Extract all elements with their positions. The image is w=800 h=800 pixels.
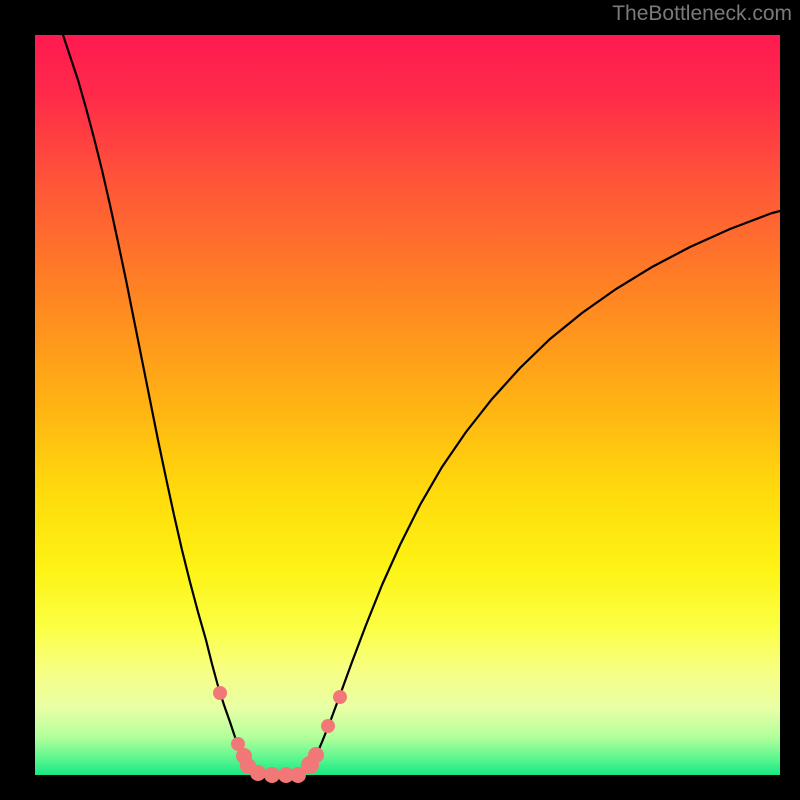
data-marker (333, 690, 347, 704)
plot-background (35, 35, 780, 775)
data-marker (321, 719, 335, 733)
chart-container: { "watermark": "TheBottleneck.com", "cha… (0, 0, 800, 800)
data-marker (213, 686, 227, 700)
bottleneck-chart (0, 0, 800, 800)
data-marker (231, 737, 245, 751)
data-marker (308, 747, 324, 763)
watermark-text: TheBottleneck.com (612, 2, 792, 26)
data-marker (264, 767, 280, 783)
data-marker (250, 765, 266, 781)
